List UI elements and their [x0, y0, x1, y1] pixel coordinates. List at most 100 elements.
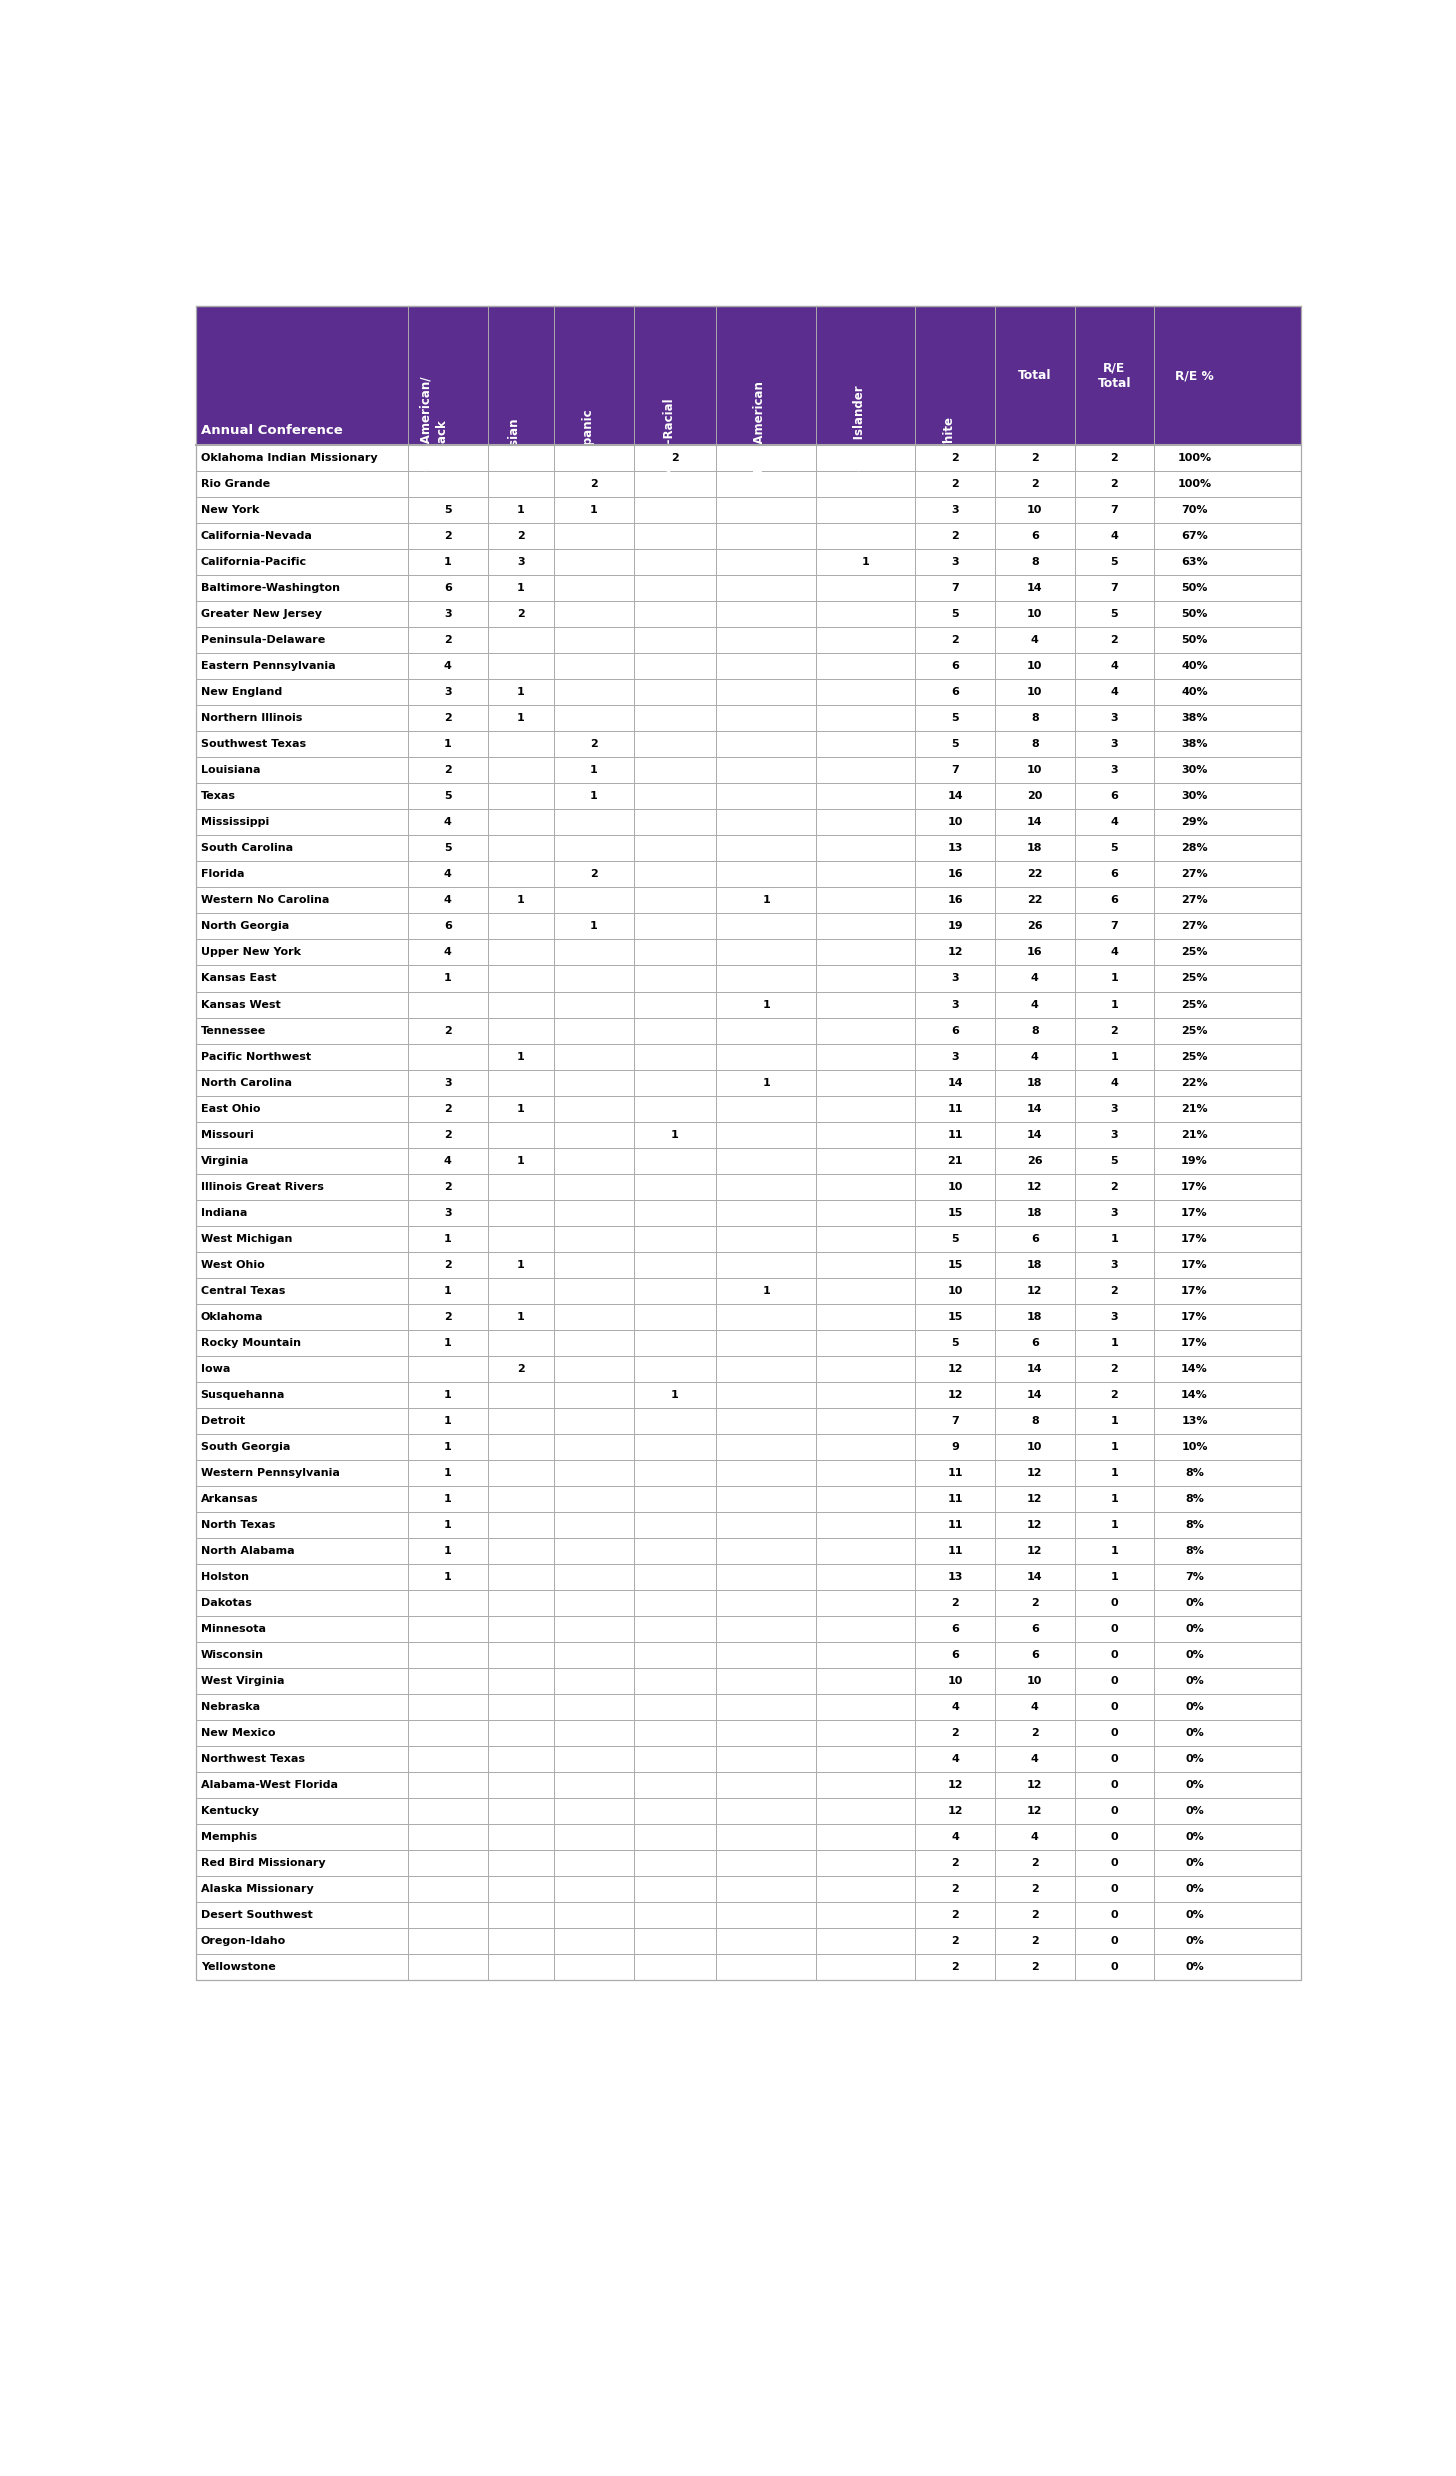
Text: 9: 9 — [951, 1441, 960, 1451]
Text: 7: 7 — [1111, 921, 1118, 931]
Text: 5: 5 — [444, 844, 451, 854]
Text: 0: 0 — [1111, 1597, 1118, 1607]
Text: 5: 5 — [951, 1337, 960, 1347]
Text: North Carolina: North Carolina — [201, 1077, 291, 1087]
Text: 1: 1 — [444, 1416, 451, 1426]
Text: 2: 2 — [951, 636, 960, 646]
Text: 17%: 17% — [1181, 1181, 1208, 1191]
Text: 13: 13 — [948, 844, 962, 854]
Text: 67%: 67% — [1181, 530, 1208, 542]
Text: 17%: 17% — [1181, 1233, 1208, 1243]
Text: Kansas West: Kansas West — [201, 1000, 281, 1010]
Text: 8%: 8% — [1185, 1493, 1204, 1503]
Text: 21%: 21% — [1181, 1104, 1208, 1114]
Text: 25%: 25% — [1181, 973, 1207, 983]
Text: 8: 8 — [1031, 557, 1038, 567]
Text: 30%: 30% — [1181, 765, 1207, 775]
Bar — [197, 966, 1302, 990]
Text: 3: 3 — [951, 505, 960, 515]
Text: 4: 4 — [1031, 636, 1038, 646]
Text: 15: 15 — [948, 1260, 962, 1270]
Text: Oklahoma: Oklahoma — [201, 1312, 264, 1322]
Bar — [197, 550, 1302, 574]
Text: 4: 4 — [951, 1832, 960, 1842]
Text: 0: 0 — [1111, 1728, 1118, 1738]
Text: 0%: 0% — [1185, 1649, 1204, 1661]
Bar — [197, 706, 1302, 730]
Text: 50%: 50% — [1181, 636, 1207, 646]
Bar — [197, 1929, 1302, 1954]
Text: 10: 10 — [1026, 661, 1042, 671]
Text: 12: 12 — [1026, 1285, 1042, 1295]
Text: 12: 12 — [1026, 1181, 1042, 1191]
Text: 1: 1 — [444, 973, 451, 983]
Text: 7: 7 — [951, 1416, 960, 1426]
Text: 6: 6 — [1031, 1649, 1038, 1661]
Text: 2: 2 — [590, 869, 597, 879]
Text: 1: 1 — [517, 505, 524, 515]
Text: 1: 1 — [671, 1129, 678, 1139]
Text: 0%: 0% — [1185, 1597, 1204, 1607]
Text: Rocky Mountain: Rocky Mountain — [201, 1337, 300, 1347]
Text: 1: 1 — [517, 584, 524, 594]
Text: 1: 1 — [1111, 973, 1118, 983]
Text: 5: 5 — [444, 792, 451, 802]
Text: New York: New York — [201, 505, 259, 515]
Text: 6: 6 — [444, 584, 451, 594]
Text: 17%: 17% — [1181, 1337, 1208, 1347]
Text: Baltimore-Washington: Baltimore-Washington — [201, 584, 339, 594]
Text: 6: 6 — [951, 1025, 960, 1035]
Text: 26: 26 — [1026, 1156, 1042, 1166]
Text: 14: 14 — [1026, 1129, 1042, 1139]
Text: 1: 1 — [444, 1545, 451, 1555]
Bar — [197, 1850, 1302, 1877]
Text: 1: 1 — [1111, 1052, 1118, 1062]
Text: 2: 2 — [444, 1260, 451, 1270]
Text: 14%: 14% — [1181, 1389, 1208, 1399]
Text: 5: 5 — [951, 713, 960, 723]
Text: 1: 1 — [671, 1389, 678, 1399]
Text: 11: 11 — [948, 1104, 962, 1114]
Text: 6: 6 — [1031, 530, 1038, 542]
Text: 1: 1 — [517, 1156, 524, 1166]
Text: R/E %: R/E % — [1175, 369, 1214, 381]
Text: 5: 5 — [1111, 844, 1118, 854]
Text: 4: 4 — [444, 896, 451, 906]
Text: Wisconsin: Wisconsin — [201, 1649, 264, 1661]
Text: 8: 8 — [1031, 1025, 1038, 1035]
Text: 3: 3 — [1111, 1129, 1118, 1139]
Text: 10: 10 — [948, 1181, 962, 1191]
Bar — [197, 446, 1302, 470]
Text: 12: 12 — [948, 948, 962, 958]
Text: 6: 6 — [1031, 1337, 1038, 1347]
Text: 2: 2 — [951, 1936, 960, 1946]
Bar — [197, 914, 1302, 938]
Text: 0%: 0% — [1185, 1780, 1204, 1790]
Text: 4: 4 — [444, 1156, 451, 1166]
Text: North Texas: North Texas — [201, 1520, 275, 1530]
Text: 2: 2 — [951, 530, 960, 542]
Text: Iowa: Iowa — [201, 1364, 230, 1374]
Text: Memphis: Memphis — [201, 1832, 256, 1842]
Bar — [197, 1330, 1302, 1357]
Text: 0: 0 — [1111, 1832, 1118, 1842]
Text: Yellowstone: Yellowstone — [201, 1963, 275, 1973]
Text: 2: 2 — [1111, 1389, 1118, 1399]
Text: 12: 12 — [1026, 1493, 1042, 1503]
Text: 0%: 0% — [1185, 1911, 1204, 1921]
Text: 25%: 25% — [1181, 1000, 1207, 1010]
Bar — [197, 307, 1302, 446]
Text: 0%: 0% — [1185, 1676, 1204, 1686]
Text: 22%: 22% — [1181, 1077, 1208, 1087]
Bar — [197, 1513, 1302, 1538]
Text: 2: 2 — [1111, 453, 1118, 463]
Bar — [197, 862, 1302, 886]
Text: 4: 4 — [1111, 948, 1118, 958]
Text: 4: 4 — [1031, 1701, 1038, 1713]
Bar — [197, 1201, 1302, 1226]
Text: 1: 1 — [590, 792, 597, 802]
Text: 3: 3 — [444, 609, 451, 619]
Text: 11: 11 — [948, 1493, 962, 1503]
Text: 4: 4 — [1111, 817, 1118, 827]
Bar — [197, 1409, 1302, 1434]
